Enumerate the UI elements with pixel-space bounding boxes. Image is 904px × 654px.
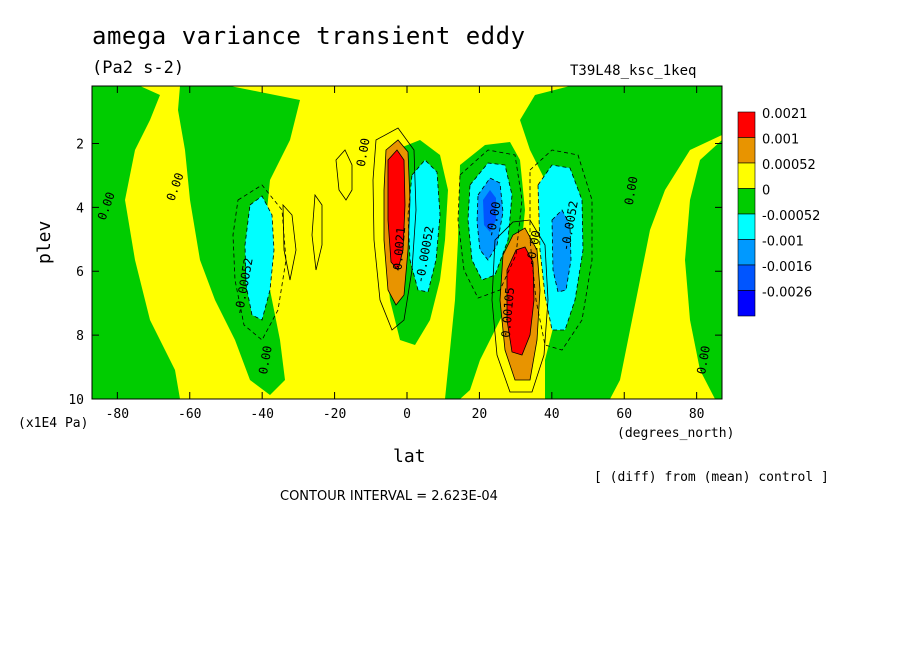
contour-label: 0.00105 bbox=[499, 287, 517, 339]
y-axis: 2 4 6 8 10 bbox=[68, 137, 722, 408]
x-tick-label: 60 bbox=[616, 407, 632, 422]
y-tick-label: 8 bbox=[76, 329, 84, 344]
fill-green-sh-mid bbox=[178, 86, 300, 395]
contour-line bbox=[372, 127, 417, 331]
x-axis-units: (degrees_north) bbox=[617, 426, 735, 441]
x-tick-label: -80 bbox=[106, 407, 129, 422]
legend-swatch bbox=[737, 290, 756, 317]
contour-line bbox=[551, 209, 572, 293]
y-axis-label: plev bbox=[34, 220, 55, 264]
contour-line bbox=[457, 149, 523, 299]
legend-label: 0.001 bbox=[762, 133, 799, 148]
contour-line bbox=[311, 193, 323, 271]
diff-note: [ (diff) from (mean) control ] bbox=[594, 470, 829, 485]
contour-label: 0.00 bbox=[622, 175, 641, 206]
contour-line bbox=[506, 246, 535, 356]
legend-label: 0 bbox=[762, 184, 770, 199]
contour-interval: CONTOUR INTERVAL = 2.623E-04 bbox=[280, 489, 498, 504]
legend-label: -0.001 bbox=[762, 235, 804, 250]
x-tick-label: 20 bbox=[472, 407, 488, 422]
x-tick-label: -60 bbox=[178, 407, 201, 422]
contour-line bbox=[476, 177, 504, 261]
legend-label: 0.0021 bbox=[762, 107, 808, 122]
chart-title: amega variance transient eddy bbox=[92, 22, 526, 50]
contour-line bbox=[499, 227, 541, 381]
contour-line bbox=[467, 162, 513, 281]
legend-label: -0.0016 bbox=[762, 260, 812, 275]
legend-label: -0.0026 bbox=[762, 286, 812, 301]
y-tick-label: 10 bbox=[68, 393, 84, 408]
fill-green-nh-polar bbox=[685, 140, 722, 399]
legend: 0.0021 0.001 0.00052 0 -0.00052 -0.001 -0.0016… bbox=[737, 107, 820, 317]
contour-line bbox=[335, 149, 353, 201]
legend-label: -0.00052 bbox=[762, 209, 820, 224]
fill-green-sh-polar bbox=[92, 86, 180, 399]
contour-line bbox=[537, 164, 584, 331]
legend-swatch bbox=[737, 213, 756, 240]
contour-line bbox=[407, 159, 441, 293]
fill-red-eq bbox=[388, 150, 405, 270]
x-tick-label: -20 bbox=[323, 407, 346, 422]
fill-green-nh-mid bbox=[520, 86, 722, 399]
y-tick-label: 2 bbox=[76, 137, 84, 152]
y-tick-label: 6 bbox=[76, 265, 84, 280]
contour-label: -0.00 bbox=[523, 229, 543, 267]
y-tick-label: 4 bbox=[76, 201, 84, 216]
legend-label: 0.00052 bbox=[762, 158, 816, 173]
contour-label: -0.00 bbox=[484, 200, 504, 238]
fill-cyan-eq bbox=[408, 160, 440, 292]
x-axis-label: lat bbox=[393, 446, 426, 467]
contour-label: 0.0021 bbox=[391, 226, 409, 270]
y-axis-units: (x1E4 Pa) bbox=[18, 416, 89, 431]
contour-line bbox=[282, 203, 297, 281]
x-axis: -80 -60 -40 -20 0 20 40 60 80 bbox=[106, 86, 705, 422]
fill-blue2-nh1 bbox=[483, 190, 496, 232]
contour-line bbox=[232, 184, 287, 341]
contour-label: 0.00 bbox=[694, 345, 713, 376]
legend-swatch bbox=[737, 188, 756, 215]
contour-line bbox=[529, 149, 593, 351]
contour-label: 0.00 bbox=[354, 137, 373, 168]
contour-lines bbox=[232, 127, 593, 393]
x-tick-label: -40 bbox=[250, 407, 273, 422]
fill-blue-nh2 bbox=[552, 210, 571, 292]
fill-cyan-sh bbox=[245, 196, 274, 320]
contour-line bbox=[244, 195, 275, 321]
fill-red-nh bbox=[507, 247, 534, 355]
contour-label: 0.00 bbox=[256, 345, 275, 376]
run-name: T39L48_ksc_1keq bbox=[570, 63, 697, 79]
contour-line bbox=[383, 139, 411, 306]
legend-swatch bbox=[737, 137, 756, 164]
legend-swatch bbox=[737, 162, 756, 189]
legend-swatch bbox=[737, 239, 756, 266]
contour-line bbox=[387, 149, 406, 271]
contour-line bbox=[491, 219, 549, 393]
x-tick-label: 0 bbox=[403, 407, 411, 422]
x-tick-label: 80 bbox=[689, 407, 705, 422]
x-tick-label: 40 bbox=[544, 407, 560, 422]
filled-contours bbox=[92, 86, 722, 399]
legend-swatch bbox=[737, 111, 756, 138]
units-label: (Pa2 s-2) bbox=[92, 58, 185, 78]
legend-swatch bbox=[737, 264, 756, 291]
